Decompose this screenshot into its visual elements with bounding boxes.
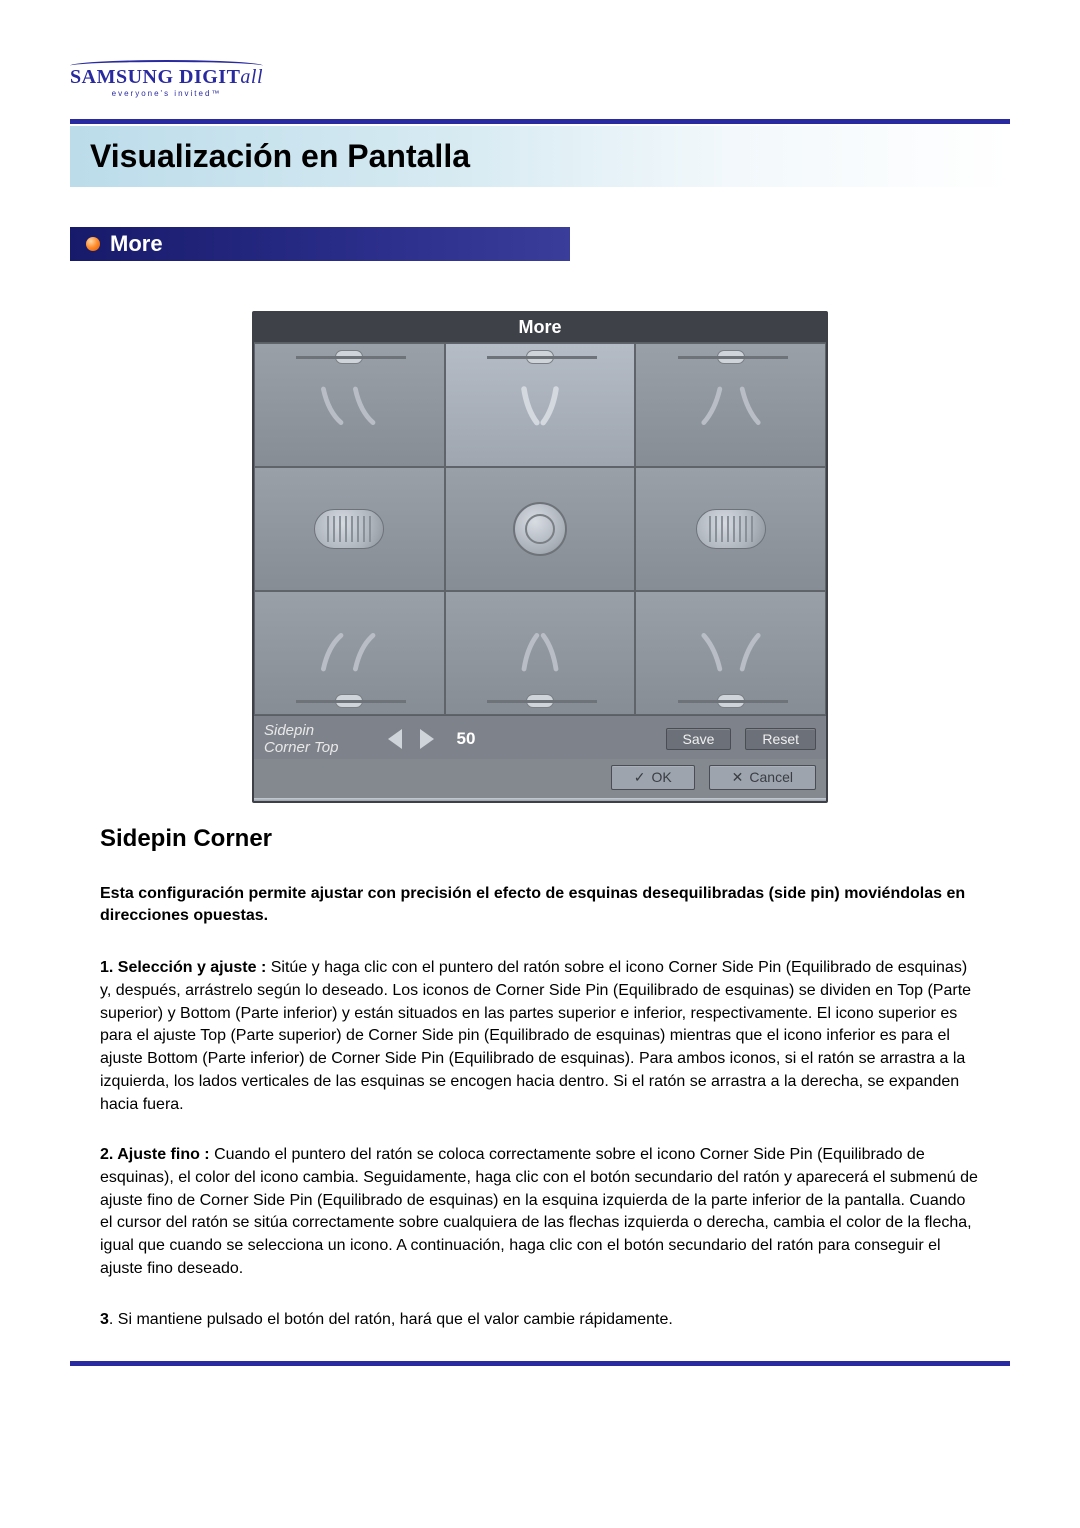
section-bar: More <box>70 227 570 261</box>
grid-cell-bot-left[interactable] <box>254 591 445 715</box>
osd-control-row: Sidepin Corner Top 50 Save Reset <box>254 715 826 759</box>
slider-knob-icon <box>526 694 554 708</box>
bullet-icon <box>86 237 100 251</box>
p2-body: Cuando el puntero del ratón se coloca co… <box>100 1146 978 1277</box>
top-rule <box>70 119 1010 124</box>
corner-top-in-icon <box>309 370 389 440</box>
page: SAMSUNG DIGITall everyone's invited™ Vis… <box>0 0 1080 1426</box>
p3-lead: 3 <box>100 1311 109 1328</box>
slider-knob-icon <box>526 350 554 364</box>
check-icon: ✓ <box>634 769 646 786</box>
grid-cell-top-center[interactable] <box>445 343 636 467</box>
page-title: Visualización en Pantalla <box>90 138 990 175</box>
grid-cell-bot-center[interactable] <box>445 591 636 715</box>
osd-panel: More <box>252 311 828 803</box>
osd-container: More <box>70 311 1010 803</box>
grid-cell-mid-left[interactable] <box>254 467 445 591</box>
grid-cell-top-right[interactable] <box>635 343 826 467</box>
logo: SAMSUNG DIGITall everyone's invited™ <box>70 60 263 98</box>
osd-title: More <box>254 313 826 343</box>
arrow-right-icon[interactable] <box>420 729 434 749</box>
control-label: Sidepin Corner Top <box>264 722 374 757</box>
slider-knob-icon <box>717 694 745 708</box>
corner-top-out-icon <box>691 370 771 440</box>
corner-top-center-icon <box>500 370 580 440</box>
value-stepper: 50 <box>388 729 480 749</box>
grid-cell-mid-right[interactable] <box>635 467 826 591</box>
content-intro: Esta configuración permite ajustar con p… <box>100 883 980 928</box>
control-value: 50 <box>452 729 480 749</box>
corner-bot-out-icon <box>691 618 771 688</box>
content-p2: 2. Ajuste fino : Cuando el puntero del r… <box>100 1144 980 1280</box>
logo-wordmark: SAMSUNG DIGITall <box>70 60 263 89</box>
logo-main: SAMSUNG DIGIT <box>70 66 240 88</box>
p3-body: . Si mantiene pulsado el botón del ratón… <box>109 1311 673 1328</box>
dial-icon <box>513 502 567 556</box>
body-text: Sidepin Corner Esta configuración permit… <box>70 825 1010 1332</box>
barrel-right-icon <box>696 509 766 549</box>
arrow-left-icon[interactable] <box>388 729 402 749</box>
osd-bottom-row: ✓ OK ✕ Cancel <box>254 759 826 798</box>
page-title-band: Visualización en Pantalla <box>70 126 1010 187</box>
ok-button[interactable]: ✓ OK <box>611 765 695 790</box>
logo-tagline: everyone's invited™ <box>70 89 263 98</box>
logo-suffix: all <box>240 66 263 88</box>
slider-knob-icon <box>717 350 745 364</box>
content-p1: 1. Selección y ajuste : Sitúe y haga cli… <box>100 957 980 1116</box>
content-p3: 3. Si mantiene pulsado el botón del rató… <box>100 1309 980 1332</box>
brand-logo: SAMSUNG DIGITall everyone's invited™ <box>70 60 1010 101</box>
grid-cell-top-left[interactable] <box>254 343 445 467</box>
grid-cell-bot-right[interactable] <box>635 591 826 715</box>
save-button[interactable]: Save <box>666 728 732 750</box>
reset-button[interactable]: Reset <box>745 728 816 750</box>
grid-cell-mid-center[interactable] <box>445 467 636 591</box>
p1-lead: 1. Selección y ajuste : <box>100 959 266 976</box>
osd-shadow <box>254 798 826 801</box>
cancel-button[interactable]: ✕ Cancel <box>709 765 816 790</box>
control-label-line1: Sidepin <box>264 722 374 739</box>
osd-grid <box>254 343 826 715</box>
control-label-line2: Corner Top <box>264 739 374 756</box>
slider-knob-icon <box>335 350 363 364</box>
corner-bot-in-icon <box>309 618 389 688</box>
corner-bot-center-icon <box>500 618 580 688</box>
close-icon: ✕ <box>732 769 744 786</box>
section-label: More <box>110 231 163 257</box>
reset-label: Reset <box>762 731 799 747</box>
slider-knob-icon <box>335 694 363 708</box>
p2-lead: 2. Ajuste fino : <box>100 1146 210 1163</box>
cancel-label: Cancel <box>749 769 793 785</box>
p1-body: Sitúe y haga clic con el puntero del rat… <box>100 959 971 1112</box>
content-heading: Sidepin Corner <box>100 825 980 853</box>
bottom-rule <box>70 1361 1010 1366</box>
save-label: Save <box>683 731 715 747</box>
ok-label: OK <box>651 769 671 785</box>
barrel-left-icon <box>314 509 384 549</box>
